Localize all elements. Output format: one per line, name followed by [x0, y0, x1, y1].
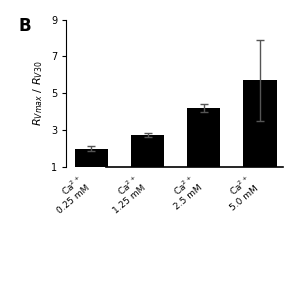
Text: Ca$^{2+}$
1.25 mM: Ca$^{2+}$ 1.25 mM	[103, 173, 148, 216]
Text: Ca$^{2+}$
5.0 mM: Ca$^{2+}$ 5.0 mM	[219, 173, 260, 212]
Bar	[131, 135, 164, 185]
Text: Ca$^{2+}$
2.5 mM: Ca$^{2+}$ 2.5 mM	[163, 173, 204, 212]
Bar	[243, 80, 277, 185]
Bar	[187, 108, 220, 185]
Y-axis label: $R_{Vmax}$ / $R_{V30}$: $R_{Vmax}$ / $R_{V30}$	[32, 61, 45, 126]
Text: B: B	[18, 17, 31, 35]
Text: Ca$^{2+}$
0.25 mM: Ca$^{2+}$ 0.25 mM	[46, 173, 92, 216]
Bar	[75, 148, 108, 185]
